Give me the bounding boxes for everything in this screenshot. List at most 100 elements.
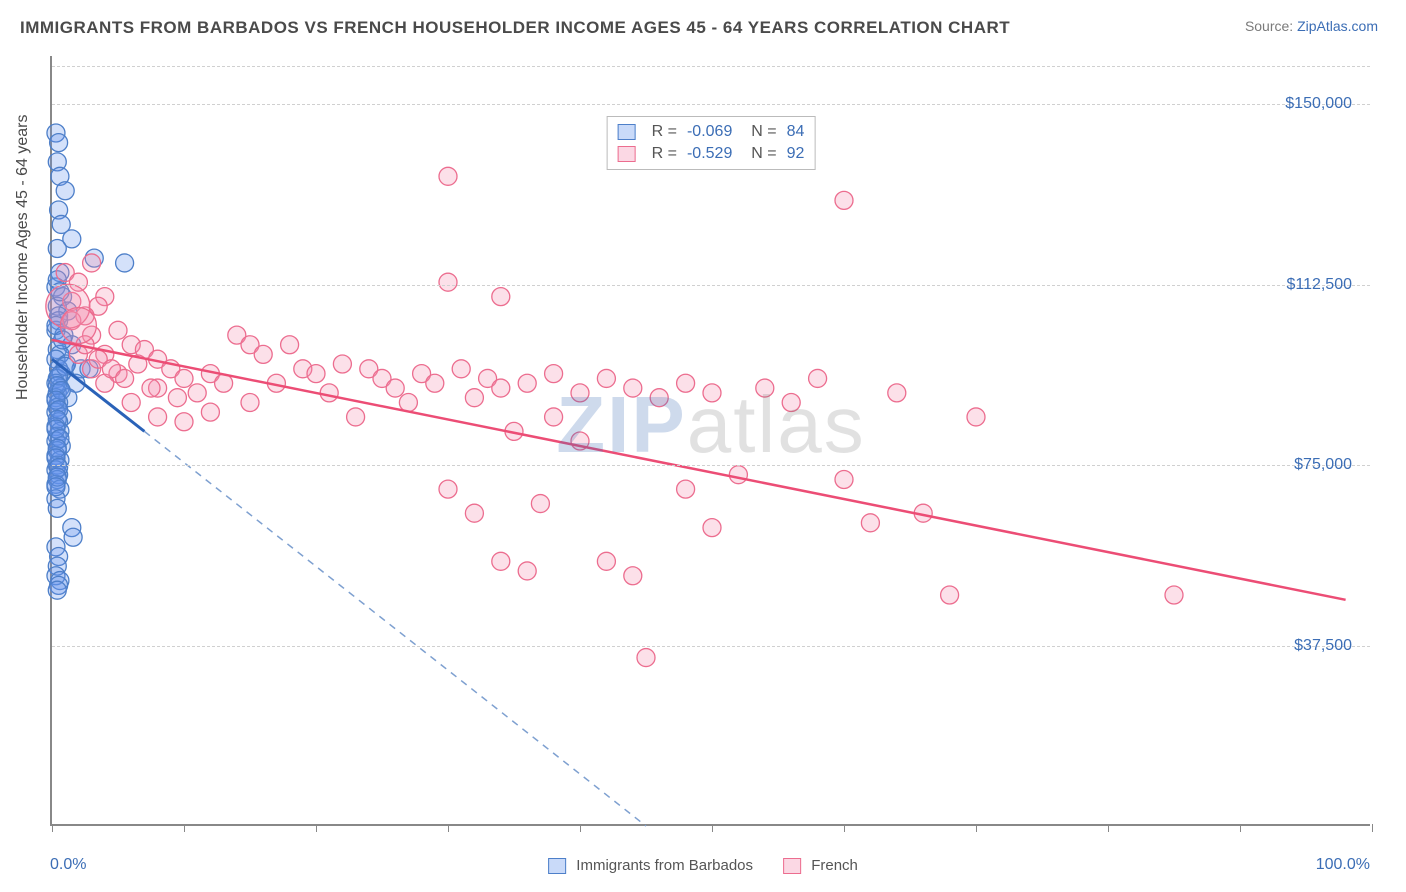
data-point: [861, 514, 879, 532]
data-point: [281, 336, 299, 354]
n-value: 92: [787, 145, 805, 163]
x-tick: [184, 824, 185, 832]
data-point: [175, 369, 193, 387]
chart-title: IMMIGRANTS FROM BARBADOS VS FRENCH HOUSE…: [20, 18, 1010, 38]
n-value: 84: [787, 123, 805, 141]
source-attribution: Source: ZipAtlas.com: [1245, 18, 1378, 34]
data-point: [888, 384, 906, 402]
x-tick: [52, 824, 53, 832]
data-point: [941, 586, 959, 604]
data-point: [650, 389, 668, 407]
n-label: N =: [742, 145, 776, 163]
data-point: [492, 288, 510, 306]
data-point: [64, 528, 82, 546]
x-tick: [976, 824, 977, 832]
data-point: [116, 254, 134, 272]
data-point: [48, 499, 66, 517]
data-point: [307, 365, 325, 383]
y-tick-label: $75,000: [1294, 456, 1352, 474]
chart-container: IMMIGRANTS FROM BARBADOS VS FRENCH HOUSE…: [0, 0, 1406, 892]
trend-line: [52, 340, 1346, 600]
data-point: [83, 254, 101, 272]
stats-legend-row: R = -0.529 N = 92: [618, 143, 805, 165]
data-point: [241, 394, 259, 412]
x-tick: [712, 824, 713, 832]
x-tick: [1372, 824, 1373, 832]
data-point: [518, 374, 536, 392]
data-point: [1165, 586, 1183, 604]
data-point: [637, 649, 655, 667]
data-point: [492, 379, 510, 397]
x-tick: [448, 824, 449, 832]
x-axis-max-label: 100.0%: [1316, 856, 1370, 874]
data-point: [426, 374, 444, 392]
data-point: [50, 134, 68, 152]
legend-label: Immigrants from Barbados: [576, 857, 753, 874]
gridline: [52, 646, 1370, 647]
x-tick: [1240, 824, 1241, 832]
data-point: [386, 379, 404, 397]
data-point: [703, 384, 721, 402]
gridline: [52, 66, 1370, 67]
data-point: [597, 369, 615, 387]
data-point: [56, 182, 74, 200]
source-prefix: Source:: [1245, 18, 1297, 34]
y-tick-label: $37,500: [1294, 637, 1352, 655]
data-point: [597, 552, 615, 570]
gridline: [52, 104, 1370, 105]
data-point: [142, 379, 160, 397]
data-point: [835, 191, 853, 209]
data-point: [320, 384, 338, 402]
data-point: [465, 389, 483, 407]
data-point: [729, 466, 747, 484]
data-point: [492, 552, 510, 570]
stats-swatch-pink: [618, 146, 636, 162]
data-point: [624, 567, 642, 585]
data-point: [439, 480, 457, 498]
data-point: [967, 408, 985, 426]
data-point: [149, 408, 167, 426]
data-point: [782, 394, 800, 412]
source-link[interactable]: ZipAtlas.com: [1297, 18, 1378, 34]
data-point: [677, 374, 695, 392]
data-point: [188, 384, 206, 402]
y-tick-label: $112,500: [1286, 276, 1352, 294]
data-point: [452, 360, 470, 378]
stats-legend-row: R = -0.069 N = 84: [618, 121, 805, 143]
r-value: -0.069: [687, 123, 732, 141]
stats-swatch-blue: [618, 124, 636, 140]
data-point: [439, 273, 457, 291]
data-point-large: [60, 308, 96, 344]
gridline: [52, 465, 1370, 466]
data-point: [465, 504, 483, 522]
data-point: [254, 345, 272, 363]
y-tick-label: $150,000: [1285, 95, 1352, 113]
data-point: [677, 480, 695, 498]
r-label: R =: [652, 123, 677, 141]
plot-area: ZIPatlas R = -0.069 N = 84 R = -0.529 N …: [50, 56, 1370, 826]
legend-swatch-blue: [548, 858, 566, 874]
x-tick: [580, 824, 581, 832]
y-axis-label: Householder Income Ages 45 - 64 years: [14, 115, 32, 401]
data-point: [439, 167, 457, 185]
data-point: [333, 355, 351, 373]
gridline: [52, 285, 1370, 286]
stats-legend: R = -0.069 N = 84 R = -0.529 N = 92: [607, 116, 816, 170]
r-label: R =: [652, 145, 677, 163]
legend-item: Immigrants from Barbados: [548, 857, 753, 874]
data-point: [545, 408, 563, 426]
legend-swatch-pink: [783, 858, 801, 874]
series-legend: Immigrants from Barbados French: [548, 857, 858, 874]
data-point: [518, 562, 536, 580]
data-point: [109, 321, 127, 339]
x-axis-min-label: 0.0%: [50, 856, 86, 874]
data-point: [168, 389, 186, 407]
trend-line-dashed: [144, 431, 646, 826]
data-point: [835, 471, 853, 489]
data-point: [809, 369, 827, 387]
x-tick: [1108, 824, 1109, 832]
data-point: [48, 240, 66, 258]
data-point: [571, 384, 589, 402]
legend-label: French: [811, 857, 858, 874]
data-point: [116, 369, 134, 387]
